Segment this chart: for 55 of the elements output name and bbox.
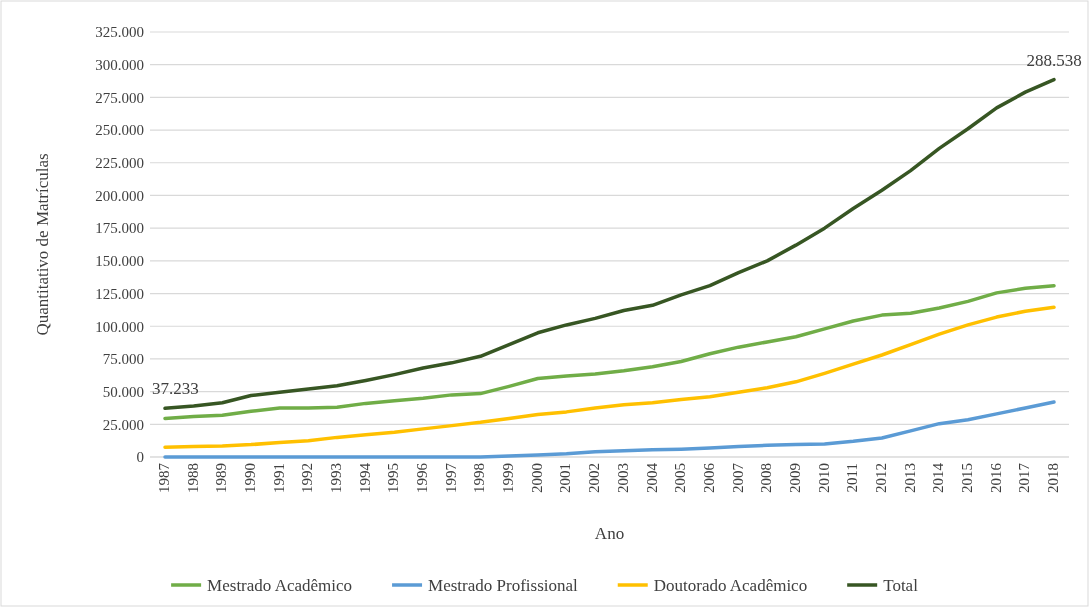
x-tick-label: 2013 (901, 463, 918, 493)
x-tick-label: 1998 (471, 463, 488, 493)
y-tick-label: 325.000 (95, 24, 144, 41)
x-tick-label: 1994 (356, 462, 373, 493)
x-tick-label: 2010 (815, 463, 832, 493)
x-tick-label: 2014 (930, 462, 947, 493)
x-tick-label: 2004 (643, 462, 660, 493)
y-tick-label: 25.000 (102, 416, 144, 433)
y-tick-label: 75.000 (102, 351, 144, 368)
y-tick-label: 250.000 (95, 122, 144, 139)
x-tick-label: 1999 (500, 463, 517, 493)
x-tick-label: 2017 (1016, 462, 1033, 493)
line-series (163, 400, 1056, 459)
legend-label: Mestrado Acadêmico (207, 575, 353, 595)
y-tick-label: 100.000 (95, 318, 144, 335)
y-axis-title: Quantitativo de Matrículas (33, 153, 52, 336)
x-tick-label: 2011 (844, 463, 861, 493)
x-tick-label: 2008 (758, 463, 775, 493)
x-tick-label: 1991 (270, 463, 287, 493)
legend-label: Doutorado Acadêmico (653, 575, 808, 595)
y-tick-label: 200.000 (95, 187, 144, 204)
x-axis-title: Ano (594, 524, 625, 543)
x-tick-label: 2015 (958, 463, 975, 493)
x-tick-label: 2018 (1045, 463, 1061, 493)
x-tick-label: 1988 (184, 463, 201, 493)
x-tick-label: 2003 (614, 463, 631, 493)
x-tick-label: 2007 (729, 462, 746, 493)
x-tick-label: 2005 (672, 463, 689, 493)
y-tick-label: 175.000 (95, 220, 144, 237)
x-tick-label: 1996 (414, 462, 431, 493)
x-tick-label: 1997 (442, 462, 459, 493)
x-tick-label: 2016 (987, 462, 1004, 493)
y-tick-label: 225.000 (95, 155, 144, 172)
y-tick-label: 150.000 (95, 253, 144, 270)
x-tick-label: 2012 (872, 463, 889, 493)
y-tick-label: 125.000 (95, 285, 144, 302)
x-tick-label: 1992 (299, 463, 316, 493)
x-tick-label: 2000 (528, 463, 545, 493)
x-tick-label: 2009 (786, 463, 803, 493)
y-tick-label: 275.000 (95, 89, 144, 106)
x-tick-label: 1990 (242, 463, 259, 493)
x-tick-label: 1995 (385, 463, 402, 493)
x-tick-label: 1989 (213, 463, 230, 493)
x-tick-label: 2002 (586, 463, 603, 493)
x-tick-label: 1987 (156, 462, 172, 493)
annotation: 37.233 (152, 379, 199, 399)
x-tick-label: 2001 (557, 463, 574, 493)
y-tick-label: 0 (136, 449, 144, 466)
x-tick-label: 2006 (700, 462, 717, 493)
x-tick-label: 1993 (328, 463, 345, 493)
y-tick-label: 300.000 (95, 56, 144, 73)
legend-label: Total (883, 575, 919, 595)
legend-label: Mestrado Profissional (428, 575, 579, 595)
y-tick-label: 50.000 (102, 383, 144, 400)
annotation: 288.538 (1026, 50, 1082, 70)
